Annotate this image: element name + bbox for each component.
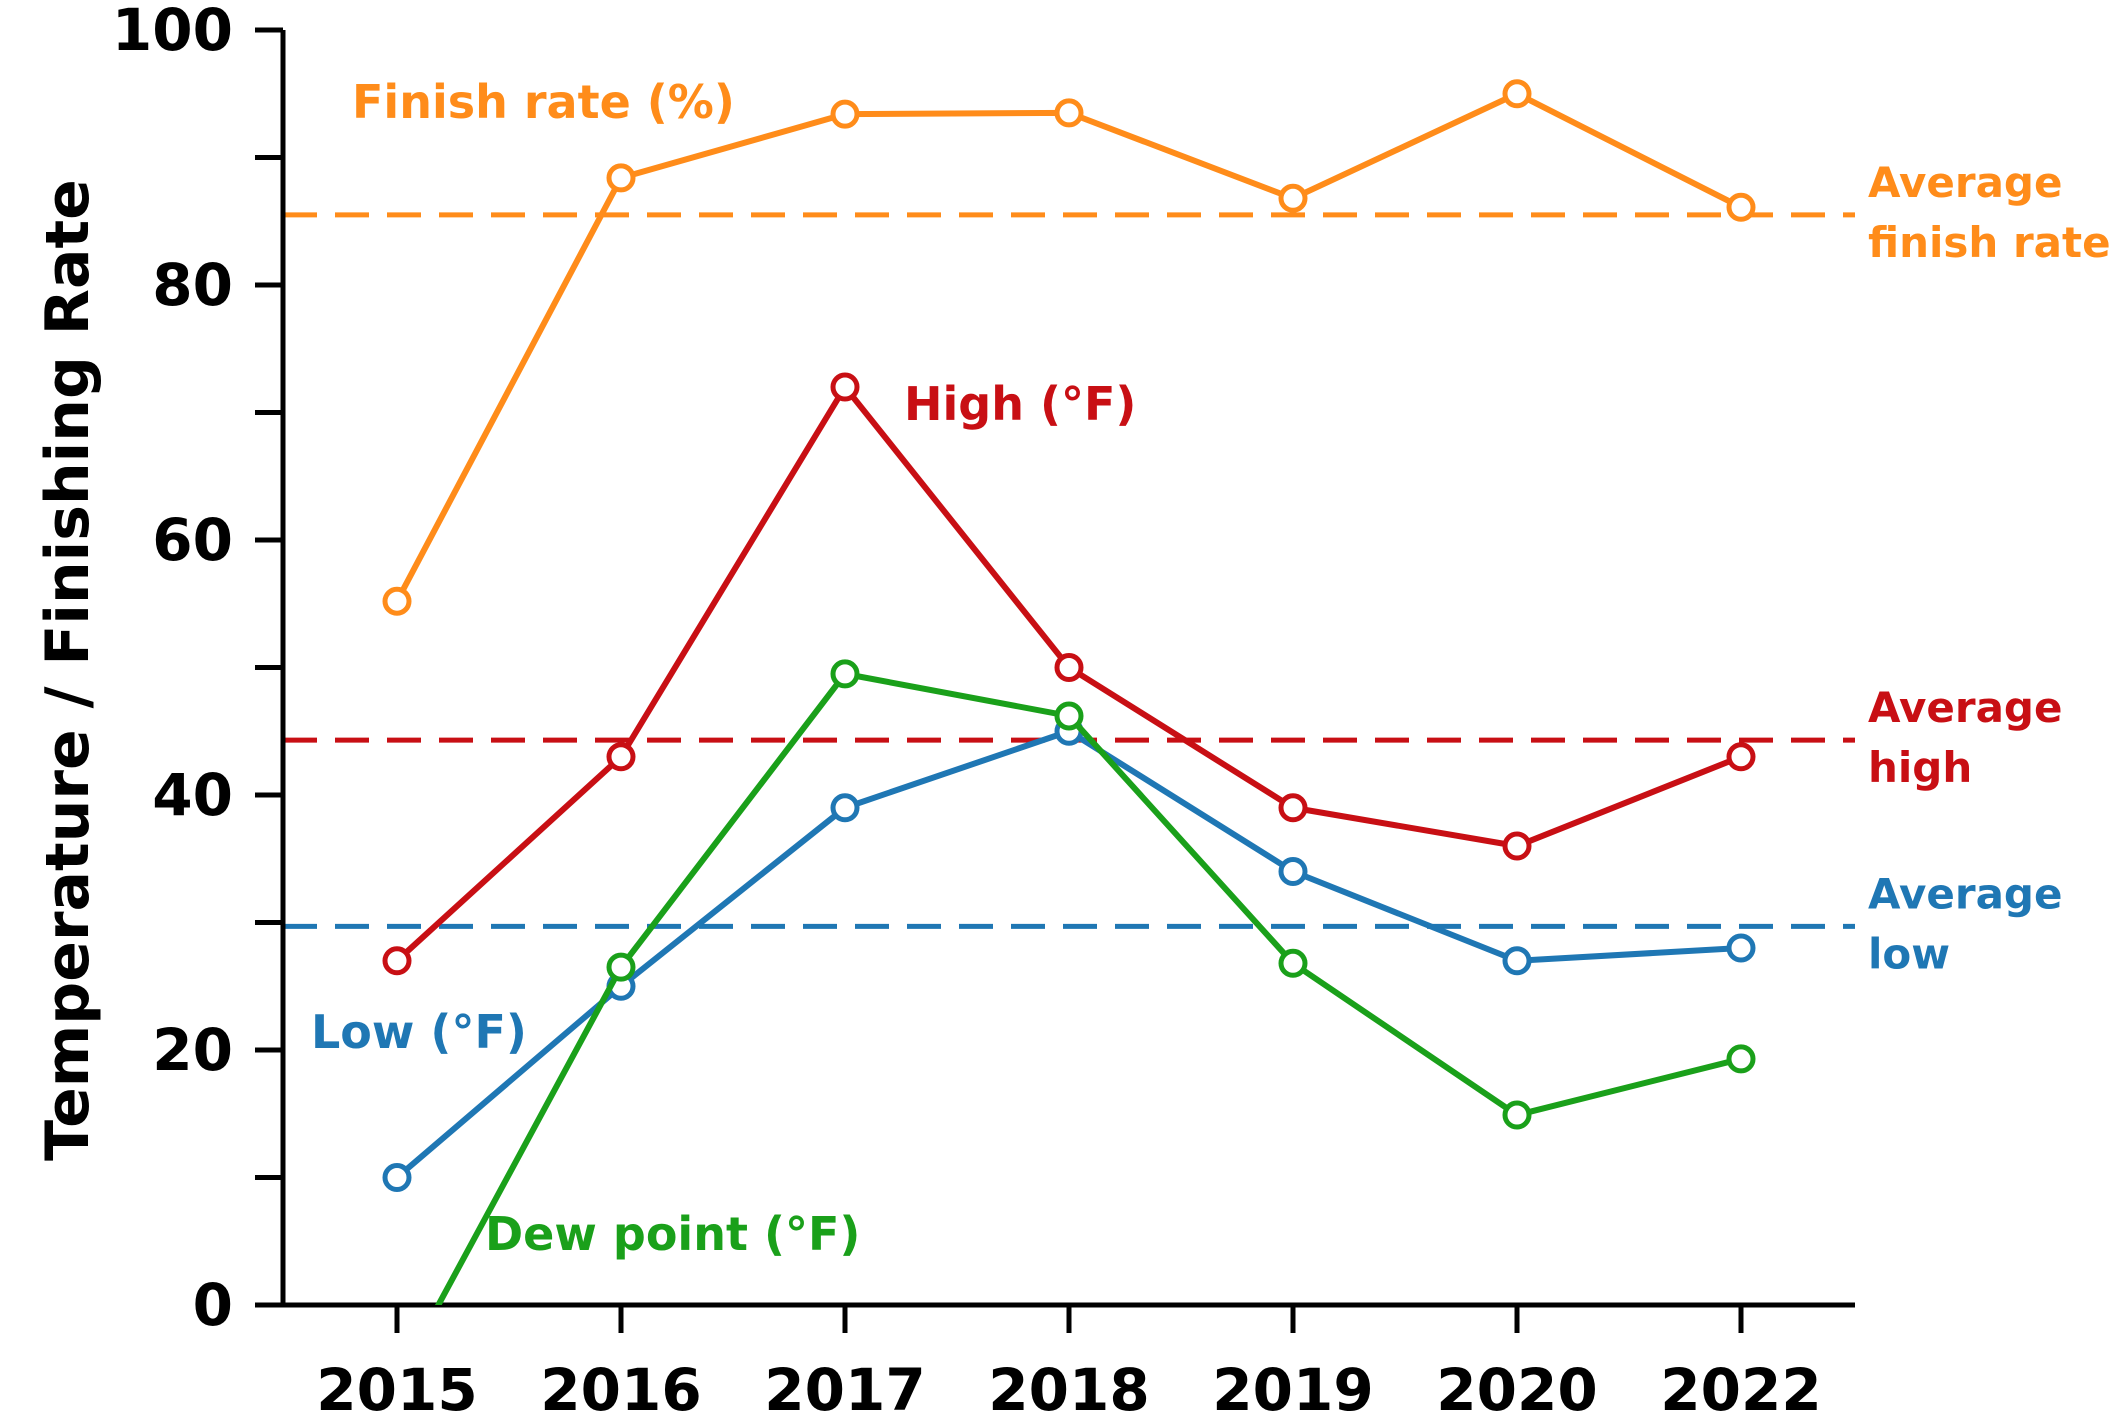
y-tick-label-100: 100	[112, 0, 233, 64]
series-3-point-2020	[1502, 1100, 1532, 1130]
average-label-2-line-1: low	[1868, 929, 1950, 978]
series-3-point-2022	[1726, 1044, 1756, 1074]
series-0-point-2019	[1278, 183, 1308, 213]
series-line-0	[394, 90, 1743, 603]
series-0-point-2017	[830, 99, 860, 129]
series-1-point-2022	[1726, 742, 1756, 772]
series-label-1: High (°F)	[904, 377, 1136, 431]
series-2-point-2017	[830, 793, 860, 823]
series-3-point-2017	[830, 659, 860, 689]
series-3-point-2016	[606, 952, 636, 982]
x-tick-label-2022: 2022	[1660, 1356, 1821, 1417]
series-0-point-2022	[1726, 192, 1756, 222]
average-label-0-line-0: Average	[1868, 158, 2062, 207]
series-0-point-2015	[382, 586, 412, 616]
x-tick-label-2019: 2019	[1212, 1356, 1373, 1417]
x-tick-label-2018: 2018	[988, 1356, 1149, 1417]
series-3-point-2018	[1054, 701, 1084, 731]
series-1-point-2016	[606, 742, 636, 772]
y-axis-title: Temperature / Finishing Rate	[33, 179, 103, 1161]
series-0-point-2020	[1502, 79, 1532, 109]
average-label-0-line-1: finish rate	[1868, 218, 2111, 267]
series-1-point-2018	[1054, 653, 1084, 682]
x-tick-label-2017: 2017	[764, 1356, 925, 1417]
y-tick-label-80: 80	[152, 251, 233, 319]
series-1-point-2017	[830, 372, 860, 402]
series-2-point-2020	[1502, 946, 1532, 976]
average-label-2-line-0: Average	[1868, 869, 2062, 918]
series-1-point-2015	[382, 946, 412, 976]
series-label-0: Finish rate (%)	[352, 75, 735, 129]
series-label-3: Dew point (°F)	[485, 1207, 860, 1261]
series-1-point-2019	[1278, 793, 1308, 823]
series-2-point-2022	[1726, 933, 1756, 963]
x-tick-label-2020: 2020	[1436, 1356, 1597, 1417]
series-3-point-2019	[1278, 948, 1308, 978]
series-1-point-2020	[1502, 831, 1532, 861]
y-tick-label-20: 20	[152, 1016, 233, 1084]
y-tick-label-0: 0	[193, 1271, 233, 1339]
x-tick-label-2016: 2016	[540, 1356, 701, 1417]
series-0-point-2018	[1054, 98, 1084, 128]
average-label-1-line-0: Average	[1868, 683, 2062, 732]
average-label-1-line-1: high	[1868, 743, 1972, 792]
series-2-point-2019	[1278, 857, 1308, 886]
series-0-point-2016	[606, 163, 636, 193]
series-label-2: Low (°F)	[311, 1005, 527, 1059]
y-tick-label-60: 60	[152, 506, 233, 574]
series-2-point-2015	[382, 1163, 412, 1192]
x-tick-label-2015: 2015	[316, 1356, 477, 1417]
y-tick-label-40: 40	[152, 761, 233, 829]
